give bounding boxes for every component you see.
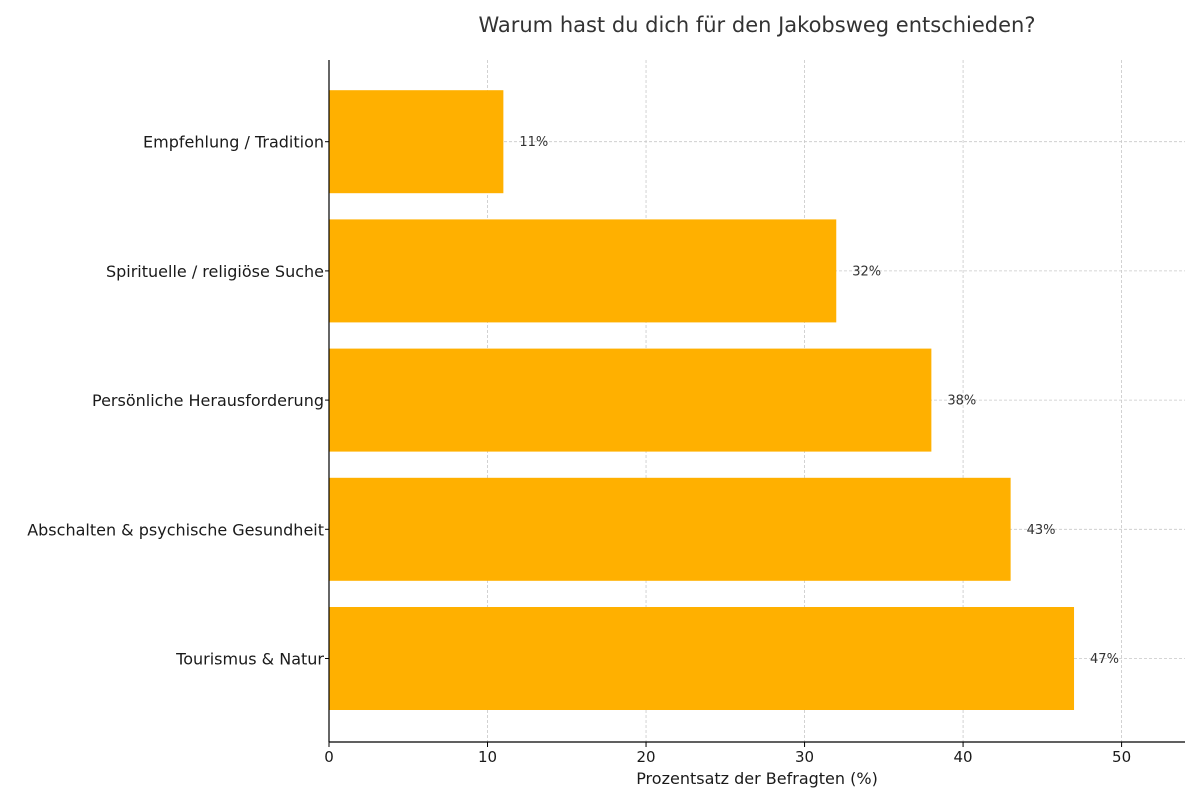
chart-title: Warum hast du dich für den Jakobsweg ent… (478, 13, 1035, 37)
x-tick-label-30: 30 (795, 748, 814, 766)
data-label-2: 38% (947, 394, 976, 409)
category-label-4: Empfehlung / Tradition (143, 133, 324, 152)
data-label-1: 43% (1027, 523, 1056, 538)
category-label-2: Persönliche Herausforderung (92, 391, 324, 410)
x-tick-label-20: 20 (636, 748, 655, 766)
category-label-0: Tourismus & Natur (175, 650, 324, 669)
x-tick-label-50: 50 (1112, 748, 1131, 766)
x-tick-label-0: 0 (324, 748, 334, 766)
bar-4 (329, 90, 504, 194)
bar-2 (329, 348, 932, 452)
category-label-3: Spirituelle / religiöse Suche (106, 262, 324, 281)
data-label-0: 47% (1090, 652, 1119, 667)
bars-layer (329, 90, 1075, 710)
labels-layer: Tourismus & Natur 47% Abschalten & psychis… (27, 133, 1119, 669)
bar-0 (329, 607, 1075, 710)
x-tick-label-10: 10 (478, 748, 497, 766)
bar-1 (329, 477, 1011, 581)
category-label-1: Abschalten & psychische Gesundheit (27, 520, 324, 539)
axes-layer: 0 10 20 30 40 50 (324, 60, 1185, 766)
data-label-3: 32% (852, 264, 881, 279)
data-label-4: 11% (519, 135, 548, 150)
x-axis-label: Prozentsatz der Befragten (%) (636, 769, 878, 788)
x-tick-label-40: 40 (954, 748, 973, 766)
bar-3 (329, 219, 837, 323)
